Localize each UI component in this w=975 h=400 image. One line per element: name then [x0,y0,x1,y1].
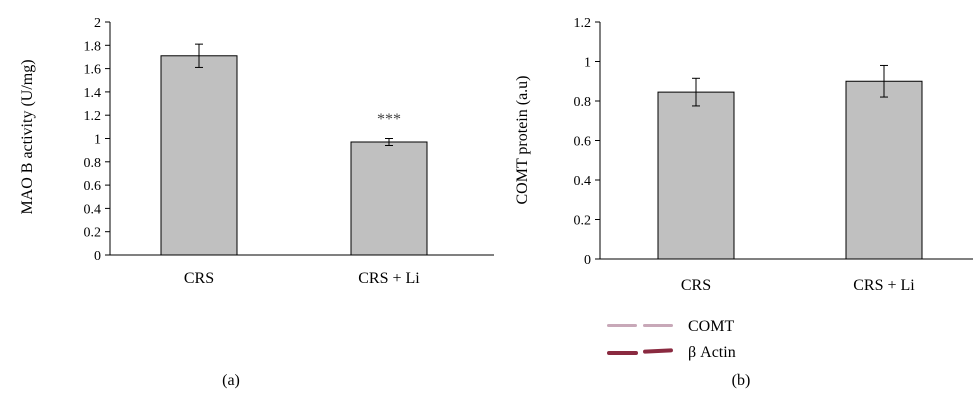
y-tick-label: 0.4 [84,202,102,217]
panel-label-a: (a) [222,372,240,389]
bar-b-1 [845,80,923,260]
y-tick-label: 0.4 [574,174,592,189]
y-ticks-a: 0 0.2 0.4 0.6 0.8 1 1.2 1.4 1.6 1.8 2 [84,16,110,264]
bar-b-0 [657,91,735,260]
bars-b [657,64,923,260]
y-tick-label: 1.2 [84,109,102,124]
category-label-crs-li-a: CRS + Li [358,270,420,287]
blot-band-comt [607,324,673,327]
y-tick-label: 0.8 [84,156,102,171]
y-tick-label: 0.8 [574,95,592,110]
chart-mao-b: MAO B activity (U/mg) 0 0.2 0.4 0.6 0.8 1 1.2 1… [19,16,494,389]
y-tick-label: 0.6 [574,135,592,150]
y-tick-label: 0 [584,253,591,268]
y-tick-label: 1.6 [84,63,102,78]
bar-a-0 [160,55,238,256]
blot-band-beta-actin [607,348,673,355]
significance-marker: *** [377,111,401,128]
blot-label-beta-actin: β Actin [688,344,736,361]
western-blot: COMT β Actin [607,318,736,361]
y-tick-label: 1.2 [574,16,592,31]
blot-label-comt: COMT [688,318,734,335]
y-axis-label-b: COMT protein (a.u) [514,75,531,204]
y-tick-label: 1 [584,56,591,71]
bar-a-1 [350,141,428,256]
category-label-crs-li-b: CRS + Li [853,277,915,294]
y-tick-label: 0.2 [84,226,102,241]
y-tick-label: 1 [94,133,101,148]
y-tick-label: 1.4 [84,86,102,101]
category-label-crs-a: CRS [184,270,214,287]
panel-label-b: (b) [732,372,751,389]
y-tick-label: 0.2 [574,214,592,229]
bars-a [160,43,428,256]
y-tick-label: 1.8 [84,39,102,54]
chart-comt: COMT protein (a.u) 0 0.2 0.4 0.6 0.8 1 1.2 CRS… [514,16,973,389]
y-tick-label: 2 [94,16,101,31]
y-axis-label-a: MAO B activity (U/mg) [19,59,36,214]
y-ticks-b: 0 0.2 0.4 0.6 0.8 1 1.2 [574,16,600,268]
y-tick-label: 0 [94,249,101,264]
y-tick-label: 0.6 [84,179,102,194]
category-label-crs-b: CRS [681,277,711,294]
